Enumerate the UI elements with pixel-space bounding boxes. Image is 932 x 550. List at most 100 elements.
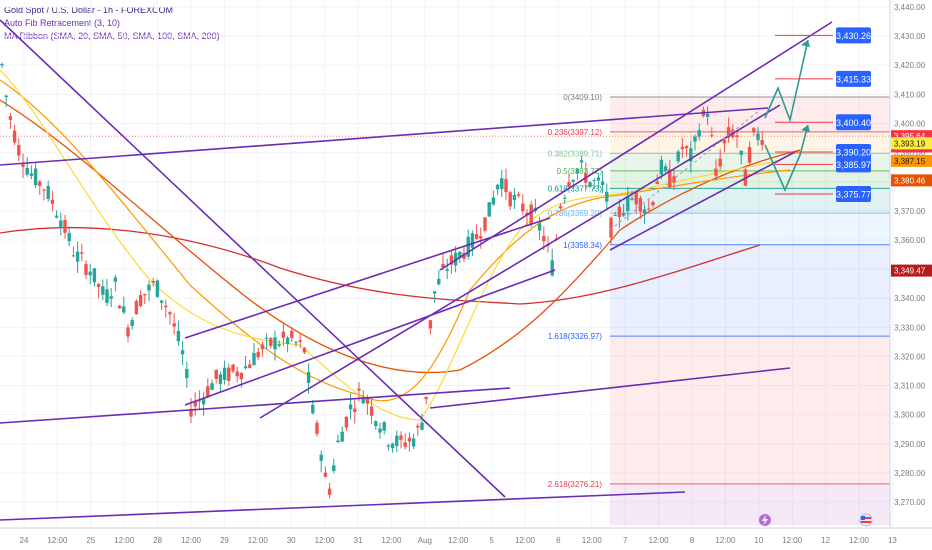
candle-body [634, 192, 638, 205]
candle-body [138, 295, 143, 307]
price-label-badge [891, 264, 932, 277]
candle-body [264, 337, 269, 339]
candle-body [164, 305, 168, 308]
price-label-text: 3,393.19 [894, 139, 926, 148]
projection [764, 39, 810, 192]
candle-body [361, 397, 365, 404]
x-tick-label: 6 [556, 536, 561, 545]
x-tick-label: Aug [418, 536, 432, 545]
candle-body [353, 408, 357, 412]
candle-body [638, 198, 643, 212]
y-tick-label: 3,360.00 [894, 236, 926, 245]
candle-body [374, 421, 378, 426]
candle-body [516, 194, 521, 196]
fib-level-label: 1(3358.34) [563, 241, 602, 250]
candle-body [281, 331, 286, 338]
descending-trendline [0, 19, 506, 498]
candle-body [231, 364, 235, 372]
fib-trend-line [609, 109, 761, 231]
candle-body [449, 255, 454, 265]
candle-body [458, 252, 462, 258]
target-badge [836, 156, 871, 173]
candle-body [760, 140, 764, 145]
price-label-text: 3,380.46 [894, 176, 926, 185]
channel-upper-1 [184, 217, 551, 339]
target-badge [836, 186, 871, 203]
projection-arrow [801, 40, 810, 47]
candle-body [428, 320, 433, 329]
fib-zones: 0(3409.10) 0.236(3397.12) 0.382(3389.71) 0.… [548, 93, 890, 526]
candle-body [676, 151, 680, 162]
y-tick-label: 3,420.00 [894, 61, 926, 70]
candle-body [613, 214, 617, 216]
x-tick-label: 10 [754, 536, 763, 545]
candle-body [294, 342, 298, 344]
projection-path-down [764, 124, 809, 192]
y-tick-label: 3,340.00 [894, 294, 926, 303]
candle-body [277, 344, 281, 346]
projection-arrow [801, 125, 810, 132]
candle-body [479, 236, 483, 239]
candle-body [172, 323, 176, 327]
candle-body [655, 181, 659, 185]
x-tick-label: 29 [220, 536, 229, 545]
candle-body [420, 422, 424, 430]
x-tick-label: 8 [690, 536, 695, 545]
candle-body [680, 147, 685, 149]
candle-body [63, 219, 67, 233]
candle-body [8, 116, 13, 120]
candle-body [222, 367, 227, 380]
candle-body [134, 300, 139, 315]
candle-body [500, 178, 504, 190]
candle-body [273, 337, 277, 350]
price-label-badge [891, 137, 932, 150]
candle-body [668, 169, 672, 188]
candle-body [319, 454, 323, 461]
candle-body [311, 404, 315, 414]
x-tick-label: 12:00 [248, 536, 269, 545]
candle-body [642, 209, 647, 214]
grid [0, 0, 893, 528]
candle-body [29, 173, 34, 176]
candle-body [117, 305, 122, 309]
y-tick-label: 3,390.00 [894, 149, 926, 158]
support-line-3 [429, 367, 791, 409]
candle-body [437, 278, 441, 285]
candle-body [180, 350, 185, 355]
x-tick-label: 30 [287, 536, 296, 545]
candle-body [714, 168, 718, 176]
candle-body [269, 338, 273, 347]
channel-upper-2 [439, 21, 833, 271]
channel-lower-2 [259, 104, 781, 419]
y-tick-label: 3,440.00 [894, 3, 926, 12]
candle-body [739, 150, 743, 155]
target-value-label: 3,400.40 [836, 118, 871, 128]
candle-body [378, 428, 382, 433]
trend-lines [0, 19, 833, 521]
x-tick-label: 12:00 [715, 536, 736, 545]
candle-body [71, 255, 76, 257]
candle-body [470, 233, 475, 248]
candle-body [474, 234, 479, 239]
candle-body [718, 158, 722, 167]
candle-body [563, 197, 567, 199]
fib-zone [610, 213, 890, 245]
candle-body [75, 251, 80, 262]
fib-level-label: 0.786(3369.20) [548, 209, 603, 218]
fib-level-label: 0(3409.10) [563, 93, 602, 102]
target-levels: 3,430.26 3,415.33 3,400.40 3,390.20 3,385.97… [775, 27, 871, 203]
y-tick-label: 3,370.00 [894, 207, 926, 216]
y-tick-label: 3,300.00 [894, 411, 926, 420]
fib-level-label: 2.618(3276.21) [548, 480, 603, 489]
candle-body [647, 208, 651, 210]
price-label-badge [891, 174, 932, 187]
candle-body [159, 300, 164, 303]
candle-body [399, 435, 403, 440]
fib-zone [610, 244, 890, 337]
candle-body [306, 371, 311, 384]
candle-body [50, 199, 55, 204]
candle-body [504, 178, 508, 193]
candle-body [403, 442, 407, 447]
x-tick-label: 12:00 [782, 536, 803, 545]
